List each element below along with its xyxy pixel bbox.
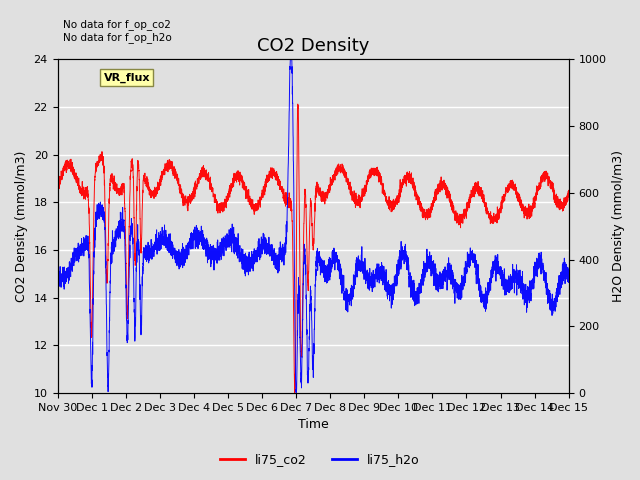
Legend: li75_co2, li75_h2o: li75_co2, li75_h2o — [215, 448, 425, 471]
Text: No data for f_op_co2
No data for f_op_h2o: No data for f_op_co2 No data for f_op_h2… — [63, 19, 172, 43]
Y-axis label: CO2 Density (mmol/m3): CO2 Density (mmol/m3) — [15, 151, 28, 302]
X-axis label: Time: Time — [298, 419, 328, 432]
Title: CO2 Density: CO2 Density — [257, 37, 369, 55]
Y-axis label: H2O Density (mmol/m3): H2O Density (mmol/m3) — [612, 150, 625, 302]
Text: VR_flux: VR_flux — [104, 72, 150, 83]
